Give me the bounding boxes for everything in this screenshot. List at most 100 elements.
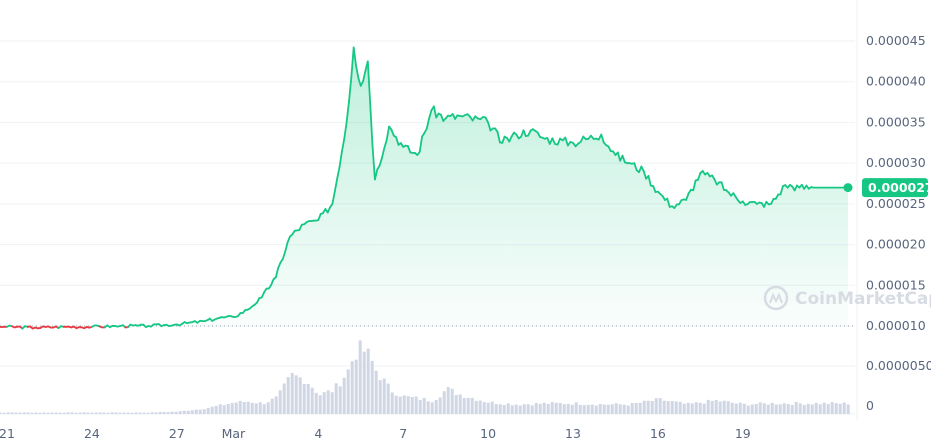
- volume-bar: [586, 404, 590, 414]
- volume-bar: [582, 405, 586, 414]
- price-line-segment-up: [551, 137, 556, 145]
- volume-bar: [258, 402, 262, 414]
- volume-bar: [106, 412, 110, 414]
- volume-bar: [398, 396, 402, 414]
- price-line-segment-up: [331, 190, 336, 205]
- volume-bar: [814, 402, 818, 414]
- volume-bar: [326, 390, 330, 414]
- volume-bar: [202, 409, 206, 414]
- price-line-segment-up: [381, 147, 386, 159]
- volume-bar: [286, 377, 290, 414]
- volume-bar: [774, 404, 778, 414]
- volume-bar: [646, 400, 650, 414]
- volume-bar: [198, 409, 202, 414]
- price-line-segment-up: [352, 46, 357, 67]
- volume-bar: [550, 402, 554, 414]
- volume-bar: [526, 404, 530, 414]
- volume-bar: [386, 383, 390, 414]
- volume-bar: [278, 390, 282, 414]
- volume-bar: [818, 404, 822, 414]
- price-line-segment-up: [642, 170, 647, 180]
- price-line-segment-up: [564, 136, 569, 147]
- volume-bar: [670, 401, 674, 414]
- price-line-segment-up: [697, 171, 702, 181]
- volume-bar: [26, 412, 30, 414]
- volume-bar: [342, 377, 346, 414]
- volume-bar: [410, 396, 414, 414]
- volume-bar: [210, 406, 214, 414]
- volume-bar: [450, 388, 454, 414]
- volume-bar: [90, 412, 94, 414]
- volume-bar: [574, 402, 578, 414]
- price-line-segment-up: [357, 77, 362, 87]
- volume-bar: [126, 412, 130, 414]
- volume-bar: [30, 412, 34, 414]
- price-line-segment-up: [298, 223, 303, 231]
- price-line-segment-up: [274, 266, 280, 279]
- volume-bar: [842, 402, 846, 414]
- volume-bar: [502, 405, 506, 414]
- volume-bar: [518, 405, 522, 414]
- volume-bar: [734, 403, 738, 414]
- volume-bar: [798, 403, 802, 414]
- volume-bar: [746, 405, 750, 414]
- volume-bar: [374, 370, 378, 414]
- price-line-segment-up: [284, 241, 289, 253]
- volume-bar: [222, 405, 226, 414]
- price-line-segment-up: [338, 150, 343, 169]
- volume-bar: [710, 400, 714, 414]
- price-line-segment-up: [616, 151, 622, 162]
- volume-bar: [626, 405, 630, 414]
- volume-bar: [218, 404, 222, 414]
- volume-bar: [302, 384, 306, 414]
- volume-bar: [102, 412, 106, 414]
- y-tick-label: 0.000020: [866, 237, 926, 252]
- volume-bar: [650, 400, 654, 414]
- volume-bar: [434, 399, 438, 414]
- volume-bar: [498, 404, 502, 414]
- volume-bar: [186, 410, 190, 414]
- volume-bar: [598, 404, 602, 414]
- price-line-segment-up: [487, 121, 492, 132]
- volume-bar: [594, 405, 598, 414]
- volume-bar: [690, 403, 694, 414]
- price-line-segment-up: [336, 166, 341, 180]
- price-line-segment-up: [355, 64, 360, 79]
- y-axis-ticks: 0.000010 0.000015 0.000020 0.000025 0.000030…: [866, 33, 926, 333]
- price-line-segment-up: [362, 69, 367, 83]
- volume-bar: [294, 375, 298, 414]
- x-tick-label: 19: [735, 426, 751, 441]
- price-line-segment-up: [326, 206, 332, 214]
- volume-bar: [134, 412, 138, 414]
- price-line-segment-up: [633, 162, 638, 172]
- volume-bar: [742, 403, 746, 414]
- volume-bar: [94, 412, 98, 414]
- volume-bar: [2, 412, 6, 414]
- volume-bar: [794, 401, 798, 414]
- volume-bar: [406, 396, 410, 414]
- volume-bar: [418, 400, 422, 414]
- watermark-text: CoinMarketCap: [795, 289, 931, 309]
- volume-bar: [698, 402, 702, 414]
- volume-bar: [738, 402, 742, 414]
- coinmarketcap-logo-mark: [769, 292, 783, 304]
- price-line-segment-up: [508, 135, 513, 143]
- price-lines: [0, 46, 849, 330]
- price-line-segment-up: [779, 185, 784, 196]
- price-line-segment-up: [317, 213, 322, 222]
- volume-tick-label: 0: [866, 398, 874, 413]
- current-price-dot: [843, 183, 853, 193]
- volume-bar: [566, 403, 570, 414]
- price-area-fill: [0, 47, 848, 329]
- volume-bar: [830, 402, 834, 414]
- volume-bar: [266, 402, 270, 414]
- price-line-segment-up: [333, 177, 339, 193]
- volume-bar: [474, 400, 478, 414]
- volume-bar: [846, 404, 850, 414]
- volume-bar: [522, 404, 526, 414]
- volume-bar: [810, 404, 814, 414]
- volume-bar: [226, 404, 230, 414]
- volume-bar: [158, 412, 162, 414]
- volume-bar: [758, 402, 762, 414]
